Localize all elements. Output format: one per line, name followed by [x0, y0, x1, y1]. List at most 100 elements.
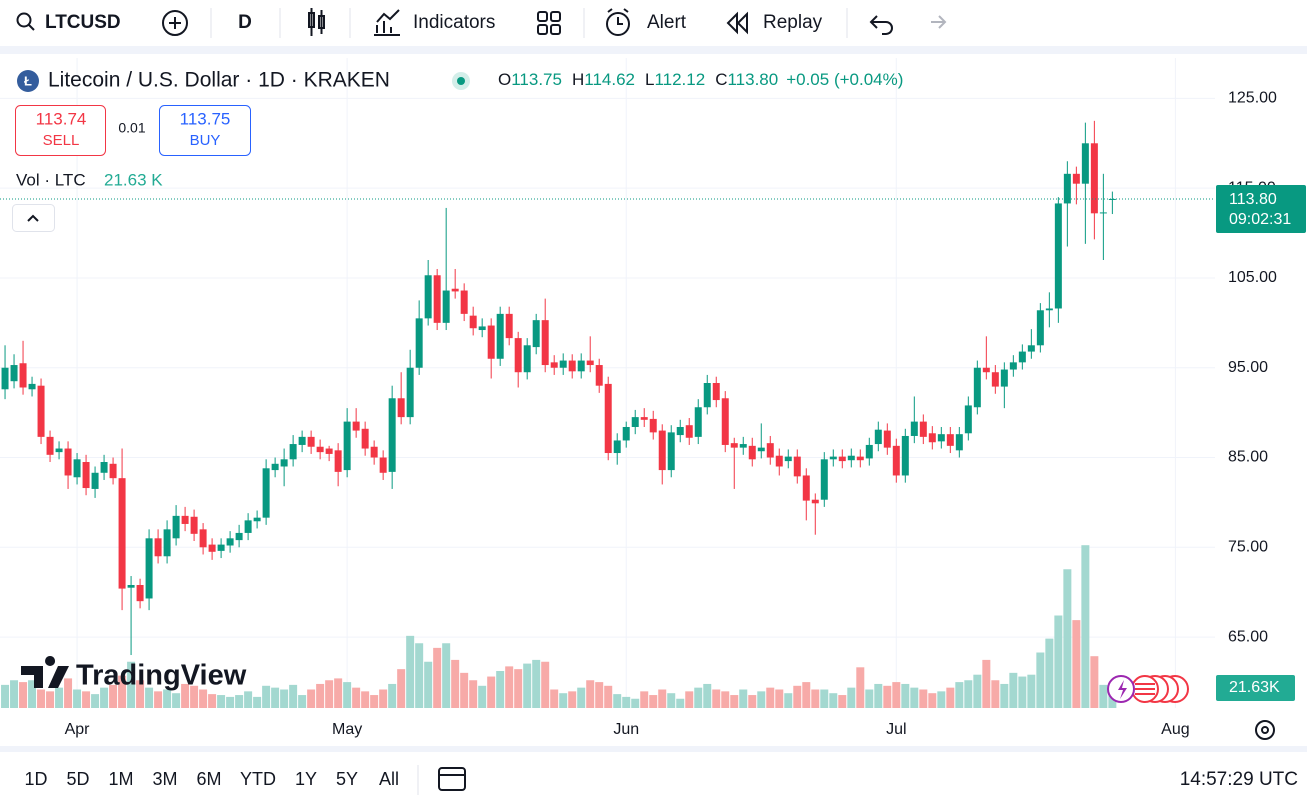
volume-bar [1081, 545, 1090, 708]
ohlc-value: 113.75 [511, 70, 562, 89]
volume-bar [91, 694, 100, 708]
volume-bar [469, 680, 478, 708]
candle-body [109, 463, 117, 479]
volume-bar [604, 685, 613, 708]
volume-bar [10, 680, 19, 708]
volume-legend-value: 21.63 K [104, 170, 163, 189]
coin-icon-glyph: Ł [24, 73, 32, 88]
ohlc-value: 114.62 [584, 70, 635, 89]
volume-bar [1045, 638, 1054, 708]
volume-bar [388, 683, 397, 708]
symbol[interactable]: LTCUSD [45, 12, 121, 33]
ohlc-name: H [572, 70, 584, 89]
candle-body [631, 417, 639, 427]
layout-icon [550, 24, 561, 35]
candle-body [478, 326, 486, 331]
market-status-dot [457, 77, 465, 85]
volume-bar [946, 687, 955, 708]
candle-body [901, 435, 909, 476]
coin-icon [17, 70, 39, 92]
ohlc-name: O [498, 70, 511, 89]
alert-icon[interactable] [606, 12, 630, 36]
interval[interactable]: D [238, 12, 252, 33]
volume-bar [919, 689, 928, 708]
search-icon[interactable] [16, 12, 32, 28]
sell-label: SELL [43, 132, 80, 149]
y-tick-label: 105.00 [1228, 269, 1277, 286]
sell-button[interactable] [15, 105, 106, 156]
candle-body [505, 313, 513, 339]
candle-body [1054, 203, 1062, 309]
candle-body [469, 315, 477, 329]
candle-body [595, 365, 603, 386]
volume-bar [64, 678, 73, 708]
candle-body [415, 318, 423, 368]
candle-body [298, 436, 306, 445]
candle-body [685, 425, 693, 438]
candle-body [334, 450, 342, 472]
range-bar: 1D 5D 1M 3M 6M YTD 1Y 5Y All [24, 769, 399, 789]
volume-bar [730, 695, 739, 708]
volume-bar [28, 680, 37, 708]
candle-body [127, 585, 135, 588]
candle-body [406, 367, 414, 418]
change: +0.05 (+0.04%) [786, 70, 903, 89]
candle-body [514, 338, 522, 373]
indicators-button[interactable]: Indicators [413, 12, 495, 33]
volume-bar [1009, 672, 1018, 708]
volume-bar [991, 680, 1000, 708]
volume-bar [739, 689, 748, 708]
range-button[interactable]: YTD [240, 769, 276, 789]
candle-body [145, 538, 153, 599]
clock[interactable]: 14:57:29 UTC [1180, 769, 1298, 790]
range-button[interactable]: 5D [66, 769, 89, 789]
range-button[interactable]: 6M [196, 769, 221, 789]
range-button[interactable]: 1D [24, 769, 47, 789]
volume-bar [1027, 674, 1036, 708]
compare-icon[interactable] [162, 10, 188, 36]
candle-body [487, 325, 495, 359]
candle-body [811, 499, 819, 504]
buy-button[interactable] [159, 105, 251, 156]
replay-icon[interactable] [726, 11, 748, 35]
y-tick-label: 95.00 [1228, 359, 1268, 376]
settings-icon[interactable] [1255, 720, 1275, 740]
redo-icon[interactable] [931, 15, 947, 29]
volume-bar [145, 687, 154, 708]
volume-bar [766, 687, 775, 708]
range-button[interactable]: 1M [108, 769, 133, 789]
range-button[interactable]: All [379, 769, 399, 789]
volume-bar [478, 685, 487, 708]
candle-body [442, 290, 450, 323]
candle-body [163, 529, 171, 557]
volume-bar [586, 680, 595, 708]
collapse-button[interactable] [12, 204, 55, 232]
ai-icon-bolt [1118, 680, 1127, 699]
volume-bar [721, 691, 730, 708]
candle-body [892, 445, 900, 476]
buy-label: BUY [190, 132, 221, 149]
range-button[interactable]: 1Y [295, 769, 317, 789]
candle-body [721, 398, 729, 445]
candle-body [10, 365, 18, 382]
range-button[interactable]: 3M [152, 769, 177, 789]
candle-body [973, 367, 981, 408]
replay-button[interactable]: Replay [763, 12, 823, 33]
range-button[interactable]: 5Y [336, 769, 358, 789]
layout-icon[interactable] [537, 11, 548, 22]
volume-bar [748, 695, 757, 708]
candle-body [667, 432, 675, 471]
goto-date-icon[interactable] [438, 767, 466, 791]
volume-bar [1099, 684, 1108, 708]
indicators-icon[interactable] [374, 9, 400, 36]
candle-body [73, 459, 81, 478]
volume-bar [1000, 683, 1009, 708]
volume-bar [667, 693, 676, 708]
alert-button[interactable]: Alert [647, 12, 687, 33]
ohlc-name: C [715, 70, 727, 89]
chart-area: Apr May Jun Jul Aug 65.00 75.00 85.00 95.00 105.0… [0, 58, 1306, 738]
volume-bar [955, 682, 964, 708]
undo-icon[interactable] [869, 15, 893, 35]
candle-body [964, 405, 972, 434]
volume-bar [73, 689, 82, 708]
